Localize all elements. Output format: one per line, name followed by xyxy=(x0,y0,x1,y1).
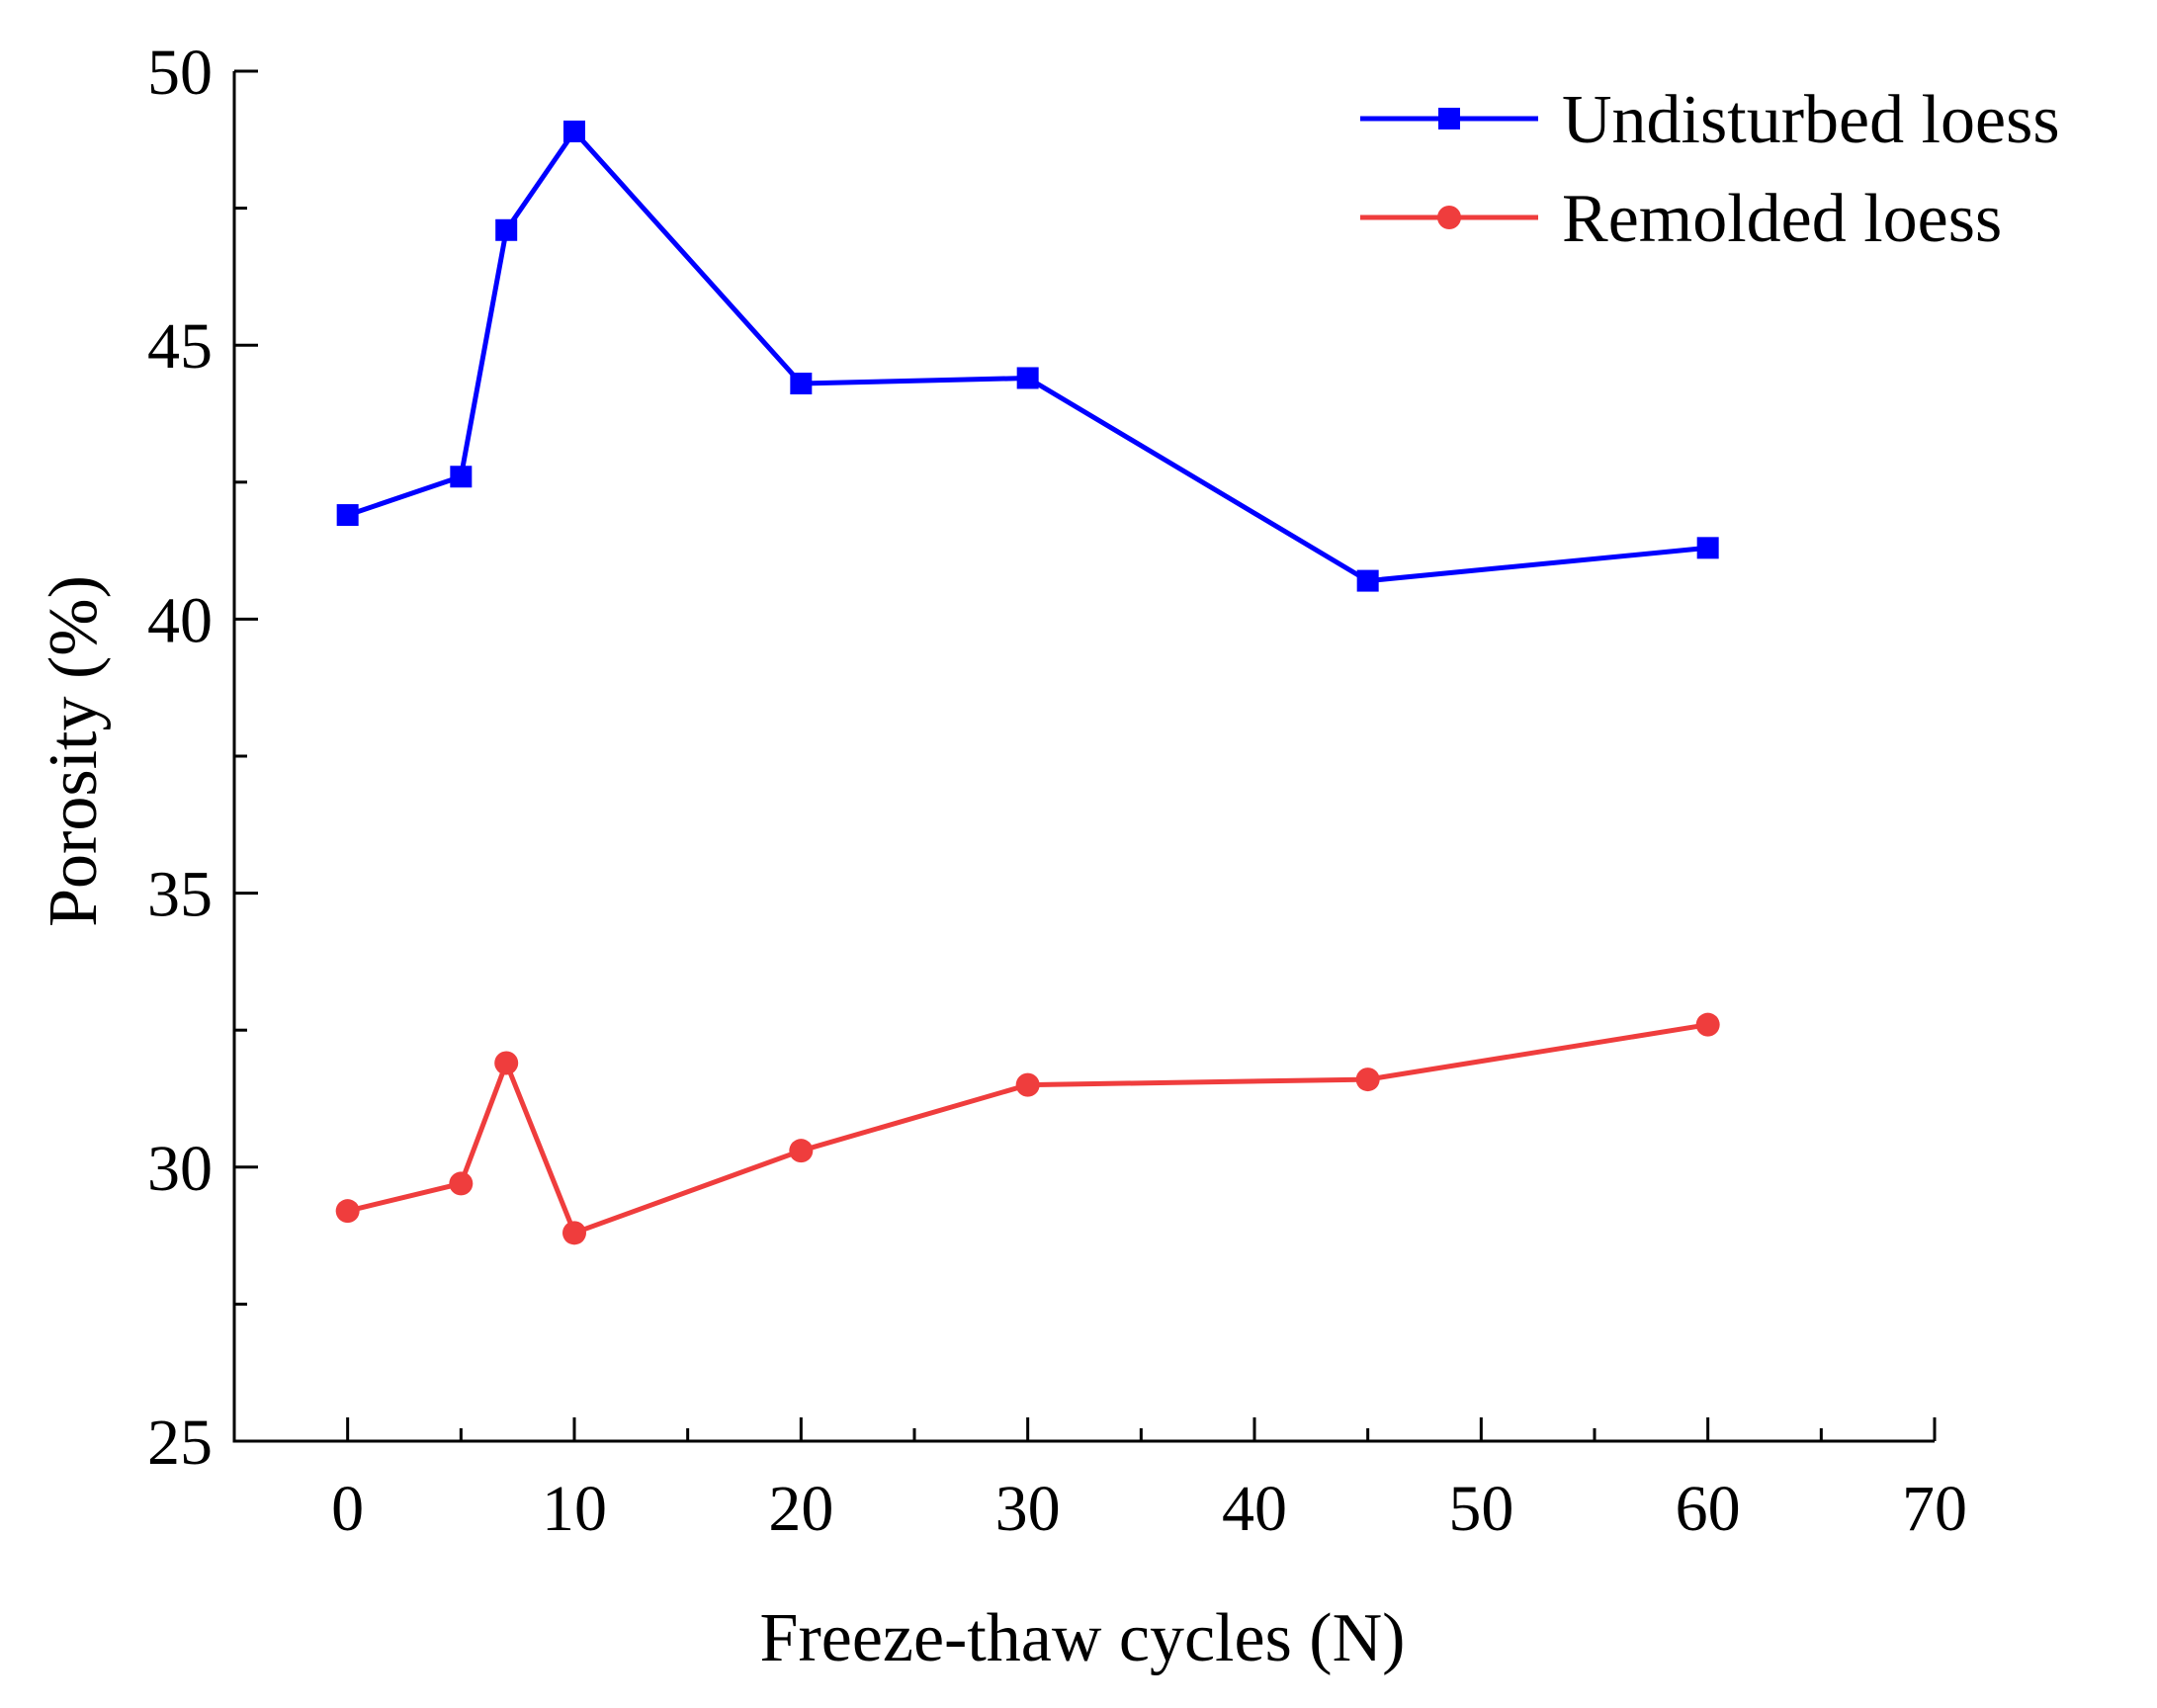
y-tick-label: 35 xyxy=(147,859,213,931)
y-tick-label: 40 xyxy=(147,584,213,656)
data-point xyxy=(563,120,585,142)
data-point xyxy=(495,218,518,241)
x-tick-label: 60 xyxy=(1676,1473,1741,1545)
legend-marker xyxy=(1437,206,1461,229)
x-tick-label: 20 xyxy=(768,1473,833,1545)
data-point xyxy=(450,466,473,488)
series-undisturbed-loess xyxy=(336,120,1719,592)
x-tick-label: 0 xyxy=(331,1473,364,1545)
legend-marker xyxy=(1438,108,1460,129)
legend: Undisturbed loess Remolded loess xyxy=(1360,82,2060,257)
data-point xyxy=(789,1139,814,1163)
data-point xyxy=(449,1171,474,1196)
data-point xyxy=(335,1199,360,1224)
data-point xyxy=(494,1051,519,1075)
data-point xyxy=(1015,1072,1040,1097)
data-point xyxy=(562,1221,586,1245)
data-point xyxy=(1355,1068,1380,1092)
data-point xyxy=(336,504,359,527)
legend-entry: Remolded loess xyxy=(1360,181,2002,257)
data-point xyxy=(790,373,813,395)
x-tick-label: 40 xyxy=(1222,1473,1287,1545)
x-tick-label: 30 xyxy=(995,1473,1061,1545)
x-tick-label: 10 xyxy=(542,1473,607,1545)
legend-entry: Undisturbed loess xyxy=(1360,82,2060,158)
series-line xyxy=(346,128,1708,584)
series-remolded-loess xyxy=(335,1012,1720,1245)
legend-label: Remolded loess xyxy=(1562,181,2002,257)
y-tick-label: 45 xyxy=(147,310,213,383)
data-point xyxy=(1356,569,1379,592)
data-point xyxy=(1696,537,1719,559)
y-tick-label: 30 xyxy=(147,1133,213,1205)
legend-label: Undisturbed loess xyxy=(1562,82,2060,158)
x-tick-label: 70 xyxy=(1902,1473,1967,1545)
y-tick-label: 50 xyxy=(147,37,213,109)
ticks: 0 10 20 30 40 50 60 70 25 30 35 40 45 50 xyxy=(147,37,1967,1545)
series-layer xyxy=(335,120,1720,1245)
data-point xyxy=(1695,1012,1720,1037)
series-line xyxy=(347,1022,1709,1236)
y-axis-title: Porosity (%) xyxy=(36,575,112,927)
data-point xyxy=(1016,367,1039,389)
y-tick-label: 25 xyxy=(147,1407,213,1479)
x-tick-label: 50 xyxy=(1448,1473,1513,1545)
x-axis-title: Freeze-thaw cycles (N) xyxy=(760,1600,1406,1676)
